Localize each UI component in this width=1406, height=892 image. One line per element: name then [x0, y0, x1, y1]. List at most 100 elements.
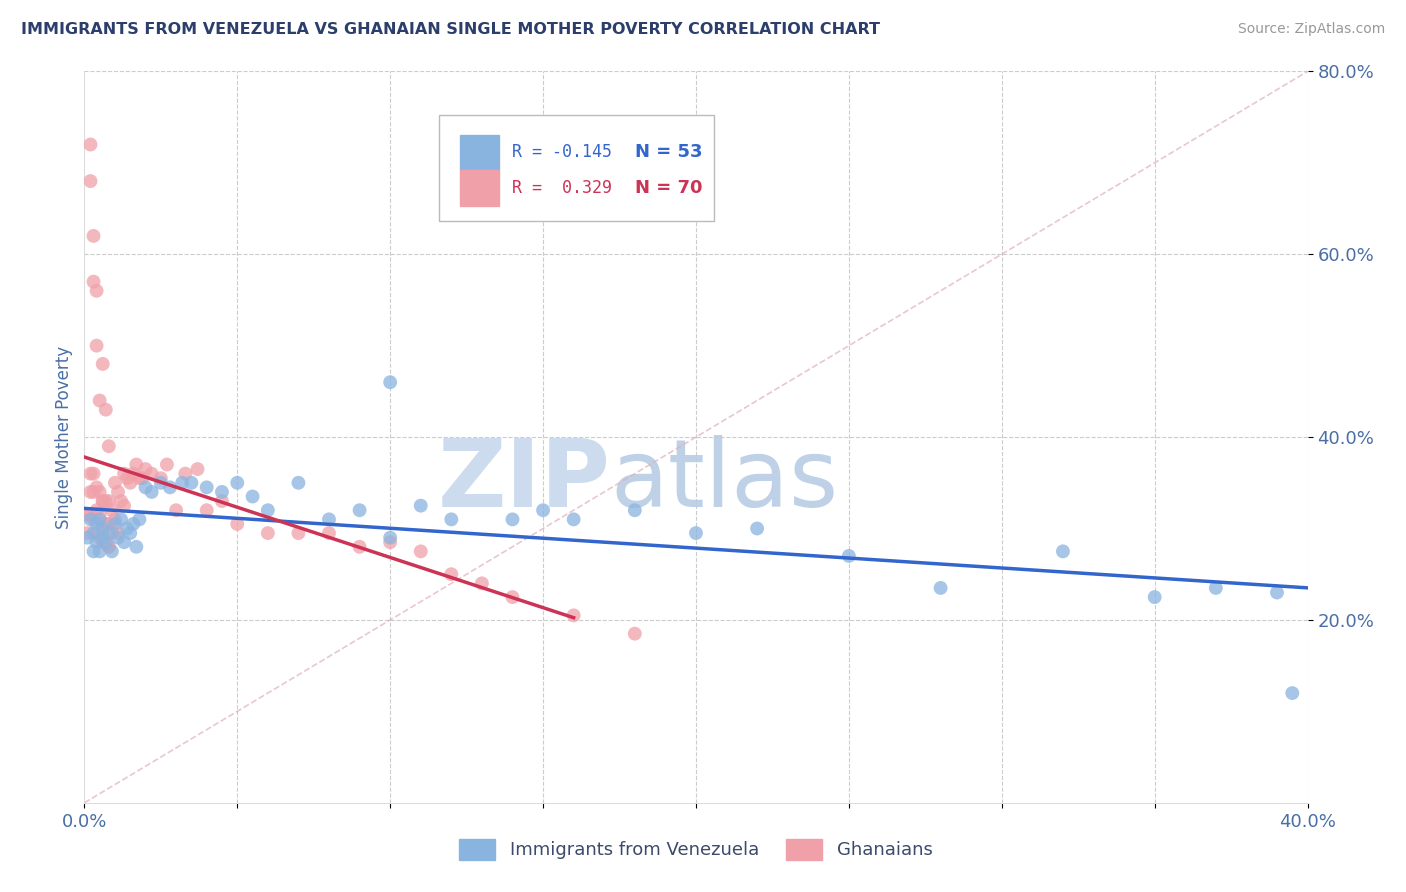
Point: [94, 494, 117, 508]
Point: [107, 526, 129, 541]
Text: Source: ZipAtlas.com: Source: ZipAtlas.com: [1237, 22, 1385, 37]
Point: [97, 526, 120, 541]
Point: [94, 535, 117, 549]
Point: [112, 535, 135, 549]
Point: [135, 462, 157, 476]
Point: [122, 516, 145, 531]
Point: [86, 526, 108, 541]
Point: [89, 512, 111, 526]
Bar: [460, 135, 499, 170]
Point: [97, 439, 120, 453]
Point: [122, 467, 145, 481]
Point: [159, 480, 181, 494]
Point: [318, 526, 340, 541]
Point: [562, 512, 585, 526]
Point: [76, 526, 98, 541]
Point: [141, 485, 163, 500]
Point: [97, 540, 120, 554]
Point: [83, 485, 105, 500]
Text: IMMIGRANTS FROM VENEZUELA VS GHANAIAN SINGLE MOTHER POVERTY CORRELATION CHART: IMMIGRANTS FROM VENEZUELA VS GHANAIAN SI…: [21, 22, 880, 37]
Point: [929, 581, 952, 595]
Point: [195, 503, 218, 517]
Point: [149, 471, 172, 485]
Point: [79, 485, 101, 500]
Point: [104, 516, 127, 531]
Point: [409, 499, 432, 513]
Point: [115, 521, 138, 535]
Point: [1052, 544, 1074, 558]
Point: [287, 475, 309, 490]
Point: [287, 526, 309, 541]
Point: [91, 494, 114, 508]
Point: [83, 229, 105, 244]
Point: [349, 540, 371, 554]
Point: [120, 526, 142, 541]
Point: [440, 567, 463, 582]
Point: [83, 467, 105, 481]
Point: [380, 375, 402, 389]
Point: [101, 544, 124, 558]
Point: [195, 480, 218, 494]
Point: [125, 458, 148, 472]
Point: [174, 467, 197, 481]
Point: [1281, 686, 1303, 700]
Point: [79, 508, 101, 522]
Text: atlas: atlas: [610, 435, 838, 527]
Point: [89, 544, 111, 558]
Point: [186, 462, 208, 476]
Point: [86, 338, 108, 352]
Point: [79, 137, 101, 152]
Point: [211, 494, 233, 508]
Point: [104, 512, 127, 526]
Point: [83, 526, 105, 541]
Point: [1265, 585, 1288, 599]
Point: [211, 485, 233, 500]
Point: [91, 535, 114, 549]
Point: [101, 526, 124, 541]
Point: [76, 531, 98, 545]
Point: [128, 471, 150, 485]
Text: R = -0.145: R = -0.145: [513, 144, 613, 161]
Point: [1143, 590, 1166, 604]
Point: [440, 512, 463, 526]
Point: [89, 393, 111, 408]
Point: [94, 516, 117, 531]
Point: [76, 508, 98, 522]
Point: [79, 467, 101, 481]
Text: ZIP: ZIP: [437, 435, 610, 527]
Point: [135, 480, 157, 494]
Point: [624, 626, 647, 640]
Point: [180, 475, 202, 490]
Point: [112, 467, 135, 481]
Point: [91, 357, 114, 371]
Point: [172, 475, 194, 490]
Point: [94, 402, 117, 417]
Point: [89, 531, 111, 545]
Point: [83, 544, 105, 558]
Point: [79, 174, 101, 188]
Text: N = 70: N = 70: [636, 179, 703, 197]
Point: [91, 516, 114, 531]
Legend: Immigrants from Venezuela, Ghanaians: Immigrants from Venezuela, Ghanaians: [453, 831, 939, 867]
Point: [838, 549, 860, 563]
Point: [226, 516, 249, 531]
Point: [685, 526, 707, 541]
Point: [409, 544, 432, 558]
Text: R =  0.329: R = 0.329: [513, 179, 613, 197]
Point: [380, 535, 402, 549]
Point: [128, 512, 150, 526]
Point: [1205, 581, 1227, 595]
Point: [110, 512, 132, 526]
Point: [125, 540, 148, 554]
Point: [502, 512, 524, 526]
Point: [349, 503, 371, 517]
Point: [97, 516, 120, 531]
Point: [531, 503, 554, 517]
Point: [83, 512, 105, 526]
Point: [86, 535, 108, 549]
Point: [747, 521, 769, 535]
Point: [257, 503, 280, 517]
Point: [83, 275, 105, 289]
Point: [318, 512, 340, 526]
Point: [156, 458, 179, 472]
